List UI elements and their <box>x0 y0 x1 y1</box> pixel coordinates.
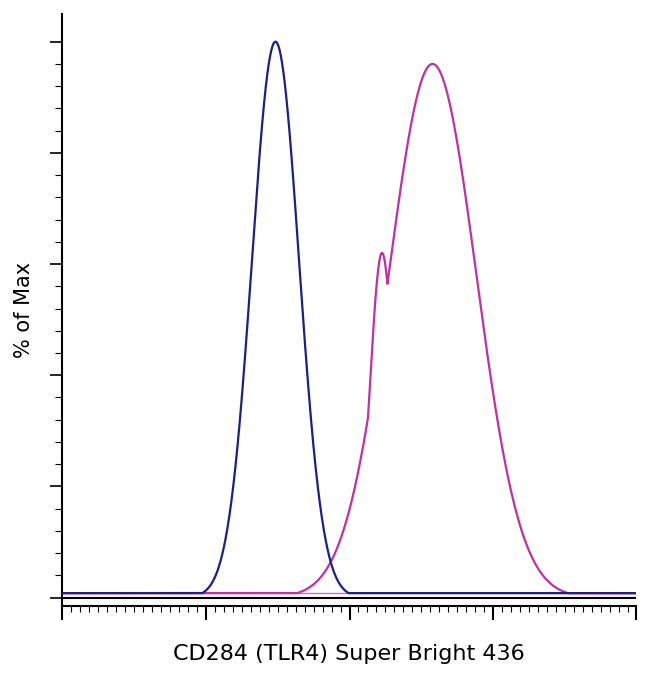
Y-axis label: % of Max: % of Max <box>14 262 34 358</box>
X-axis label: CD284 (TLR4) Super Bright 436: CD284 (TLR4) Super Bright 436 <box>174 644 525 664</box>
